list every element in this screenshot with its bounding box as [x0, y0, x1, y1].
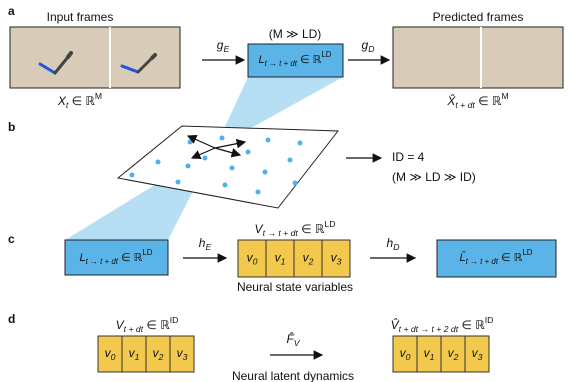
math-rest: ∈ ℝ	[118, 252, 143, 264]
math-sup: M	[95, 91, 102, 101]
math-sub: 2	[453, 352, 459, 362]
math-sub: t → t + dt	[466, 257, 499, 266]
encoder-label: hE	[199, 236, 212, 252]
panel-label: a	[8, 4, 15, 18]
math-sub: 0	[406, 352, 411, 362]
output-variable: X̂t + dt ∈ ℝM	[446, 91, 508, 110]
math-sub: t → t + dt	[86, 257, 119, 266]
state-label: Vt → t + dt ∈ ℝLD	[255, 219, 336, 238]
math-sub: D	[393, 242, 399, 252]
decoder-label: gD	[362, 38, 375, 54]
math-rest: ∈ ℝ	[68, 94, 95, 108]
math-sup: LD	[522, 248, 532, 257]
decoder-label: hD	[387, 236, 400, 252]
panel-label: c	[8, 232, 15, 246]
math-rest: ∈ ℝ	[298, 222, 325, 236]
math-sub: t + dt	[455, 100, 475, 110]
math-sup: ID	[170, 315, 179, 325]
caption: Neural state variables	[237, 280, 353, 294]
math-sub: E	[205, 242, 211, 252]
math-sub: 3	[183, 352, 188, 362]
input-variable: Xt ∈ ℝM	[57, 91, 102, 110]
math-sub: 1	[135, 352, 140, 362]
math-sup: LD	[321, 50, 331, 59]
math-sub: V	[294, 338, 301, 348]
constraint: (M ≫ LD)	[269, 27, 322, 41]
math-sub: D	[368, 44, 374, 54]
intrinsic-dimension: ID = 4	[392, 150, 425, 164]
caption: Neural latent dynamics	[232, 369, 354, 382]
math-rest: ∈ ℝ	[475, 94, 502, 108]
math-rest: ∈ ℝ	[498, 252, 523, 264]
math-sub: t → t + dt	[263, 228, 299, 238]
math-sub: E	[223, 44, 229, 54]
math-sub: 1	[281, 257, 286, 267]
section-title: Input frames	[47, 10, 114, 24]
constraint: (M ≫ LD ≫ ID)	[392, 170, 476, 184]
math-sup: LD	[142, 248, 152, 257]
math-sub: t → t + dt	[265, 59, 298, 68]
math-rest: ∈ ℝ	[458, 318, 485, 332]
math-sub: t + dt → t + 2 dt	[399, 324, 459, 334]
math-sub: 3	[478, 352, 483, 362]
figure: a Input frames Predicted frames (M ≫ LD) gE g…	[0, 0, 569, 382]
state-label: Vt + dt ∈ ℝID	[116, 315, 179, 334]
math-sub: 3	[337, 257, 342, 267]
math-sub: 2	[158, 352, 164, 362]
panel-label: d	[8, 312, 15, 326]
math-rest: ∈ ℝ	[297, 54, 322, 66]
math-sup: LD	[324, 219, 335, 229]
math-sub: 0	[111, 352, 116, 362]
encoder-label: gE	[217, 38, 230, 54]
predicted-frames	[393, 27, 563, 88]
section-title: Predicted frames	[433, 10, 524, 24]
state-label: V̂t + dt → t + 2 dt ∈ ℝID	[391, 315, 494, 334]
math-sup: M	[501, 91, 508, 101]
panel-label: b	[8, 120, 15, 134]
math-sub: 2	[308, 257, 314, 267]
operator-label: F̂V	[286, 331, 300, 348]
math-rest: ∈ ℝ	[143, 318, 170, 332]
math-sub: 0	[253, 257, 258, 267]
math-sub: t + dt	[124, 324, 144, 334]
math-sub: 1	[430, 352, 435, 362]
math-sup: ID	[485, 315, 494, 325]
